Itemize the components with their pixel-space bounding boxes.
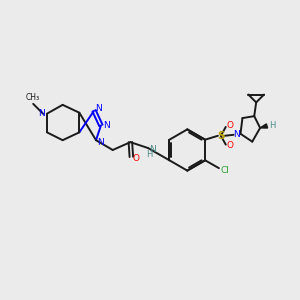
- Text: CH₃: CH₃: [25, 94, 39, 103]
- Text: O: O: [226, 122, 233, 130]
- Text: H: H: [146, 150, 152, 159]
- Text: Cl: Cl: [220, 166, 229, 175]
- Text: N: N: [233, 130, 240, 139]
- Text: N: N: [38, 109, 44, 118]
- Text: N: N: [98, 138, 104, 147]
- Text: N: N: [150, 145, 156, 154]
- Text: S: S: [217, 131, 225, 141]
- Text: N: N: [96, 104, 102, 113]
- Text: O: O: [226, 141, 233, 150]
- Text: O: O: [133, 154, 140, 163]
- Text: H: H: [269, 122, 275, 130]
- Polygon shape: [260, 124, 268, 128]
- Text: N: N: [103, 121, 110, 130]
